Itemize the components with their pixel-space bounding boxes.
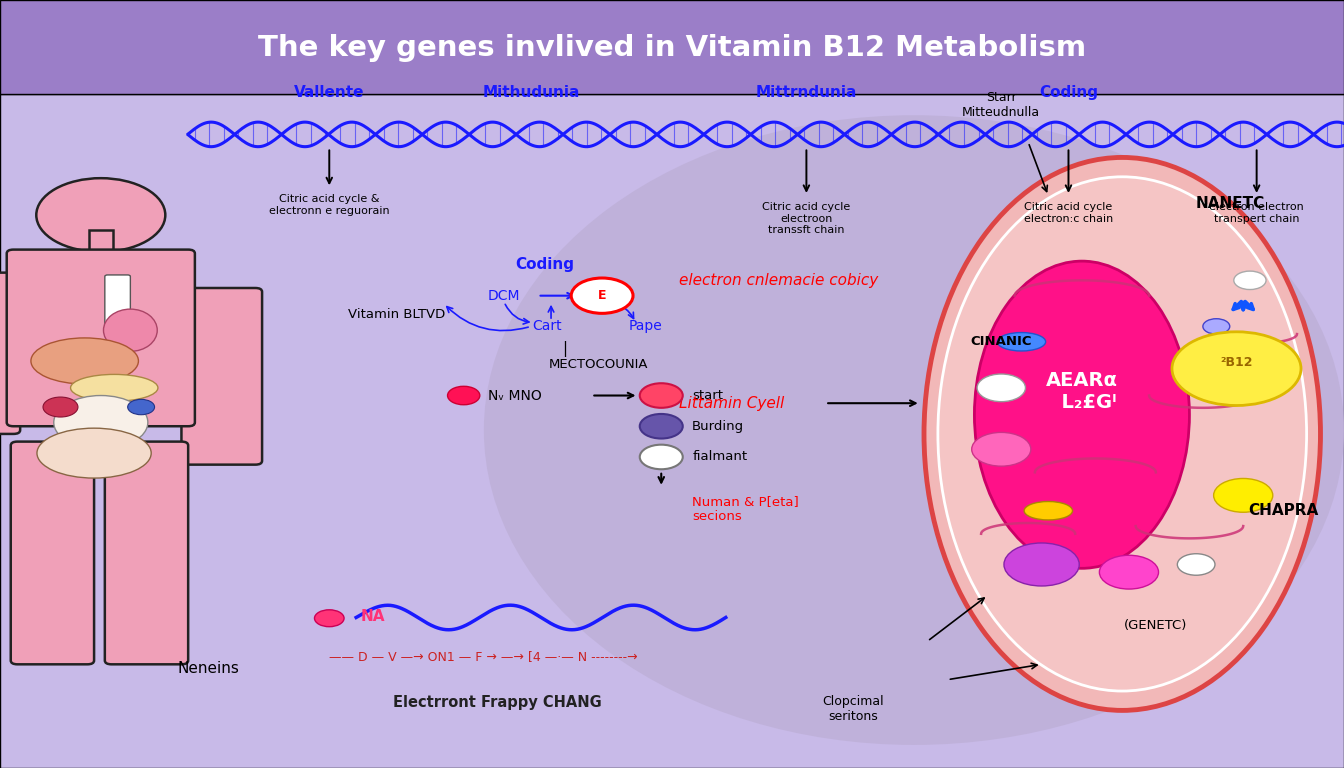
Ellipse shape: [925, 157, 1320, 710]
Text: electron cnlemacie cobicy: electron cnlemacie cobicy: [679, 273, 878, 288]
Text: Vitamin BLTVD: Vitamin BLTVD: [348, 309, 445, 321]
Ellipse shape: [31, 338, 138, 384]
Text: CHAPRA: CHAPRA: [1249, 503, 1318, 518]
Ellipse shape: [1177, 554, 1215, 575]
FancyBboxPatch shape: [11, 442, 94, 664]
Text: Clopcimal
seritons: Clopcimal seritons: [823, 695, 884, 723]
Circle shape: [43, 397, 78, 417]
Text: ²B12: ²B12: [1220, 356, 1253, 369]
Text: Mittrndunia: Mittrndunia: [755, 84, 857, 100]
Text: |: |: [562, 342, 567, 357]
Ellipse shape: [103, 309, 157, 352]
Text: Starr
Mitteudnulla: Starr Mitteudnulla: [962, 91, 1040, 119]
FancyBboxPatch shape: [105, 442, 188, 664]
Ellipse shape: [1004, 543, 1079, 586]
Text: MECTOCOUNIA: MECTOCOUNIA: [548, 359, 648, 371]
Ellipse shape: [484, 115, 1344, 745]
Ellipse shape: [1203, 319, 1230, 334]
Text: Mithudunia: Mithudunia: [482, 84, 579, 100]
Text: Citric acid cycle
electroon
transsft chain: Citric acid cycle electroon transsft cha…: [762, 202, 851, 235]
Text: Pape: Pape: [628, 319, 663, 333]
Text: CINANIC: CINANIC: [970, 336, 1032, 348]
Ellipse shape: [70, 375, 157, 402]
Text: DCM: DCM: [488, 289, 520, 303]
Ellipse shape: [36, 429, 151, 478]
Text: start: start: [692, 389, 723, 402]
Ellipse shape: [972, 432, 1031, 466]
Circle shape: [640, 383, 683, 408]
Ellipse shape: [54, 396, 148, 449]
Text: —— D — V —→ ON1 — F → —→ [4 —·— N --------→: —— D — V —→ ON1 — F → —→ [4 —·— N ------…: [329, 650, 638, 663]
Circle shape: [448, 386, 480, 405]
FancyBboxPatch shape: [105, 275, 130, 332]
Text: Coding: Coding: [1039, 84, 1098, 100]
Circle shape: [571, 278, 633, 313]
Text: Littamin Cyell: Littamin Cyell: [679, 396, 784, 411]
Ellipse shape: [997, 333, 1046, 351]
FancyBboxPatch shape: [0, 273, 20, 434]
FancyBboxPatch shape: [0, 94, 1344, 768]
Ellipse shape: [1099, 555, 1159, 589]
Text: Citric acid cycle &
electronn e reguorain: Citric acid cycle & electronn e reguorai…: [269, 194, 390, 216]
Ellipse shape: [977, 374, 1025, 402]
Text: Coding: Coding: [515, 257, 574, 273]
Ellipse shape: [974, 261, 1189, 568]
Text: NA: NA: [360, 609, 384, 624]
Circle shape: [36, 178, 165, 252]
Circle shape: [640, 414, 683, 439]
Text: Burding: Burding: [692, 420, 745, 432]
Text: Numan & P[eta]
secions: Numan & P[eta] secions: [692, 495, 798, 523]
Ellipse shape: [1214, 478, 1273, 512]
Circle shape: [128, 399, 155, 415]
Text: fialmant: fialmant: [692, 451, 747, 463]
Circle shape: [640, 445, 683, 469]
FancyBboxPatch shape: [181, 288, 262, 465]
Text: E: E: [598, 290, 606, 302]
Text: Vallente: Vallente: [294, 84, 364, 100]
FancyBboxPatch shape: [89, 230, 113, 261]
FancyBboxPatch shape: [0, 0, 1344, 94]
Text: Nᵥ MNO: Nᵥ MNO: [488, 389, 542, 402]
Text: Citric acid cycle
electron:c chain: Citric acid cycle electron:c chain: [1024, 202, 1113, 223]
Ellipse shape: [1234, 271, 1266, 290]
Text: Cart: Cart: [532, 319, 562, 333]
Ellipse shape: [938, 177, 1306, 691]
Text: Neneins: Neneins: [177, 660, 239, 676]
Circle shape: [314, 610, 344, 627]
Circle shape: [1172, 332, 1301, 406]
Text: electron electron
transpert chain: electron electron transpert chain: [1210, 202, 1304, 223]
Text: AEARα
  L₂£Gᴵ: AEARα L₂£Gᴵ: [1046, 371, 1118, 412]
Text: (GENETC): (GENETC): [1124, 620, 1188, 632]
Text: The key genes invlived in Vitamin B12 Metabolism: The key genes invlived in Vitamin B12 Me…: [258, 34, 1086, 61]
FancyBboxPatch shape: [7, 250, 195, 426]
Text: NANETC: NANETC: [1195, 196, 1265, 211]
Text: Electrront Frappy CHANG: Electrront Frappy CHANG: [392, 695, 602, 710]
Ellipse shape: [1024, 502, 1073, 520]
